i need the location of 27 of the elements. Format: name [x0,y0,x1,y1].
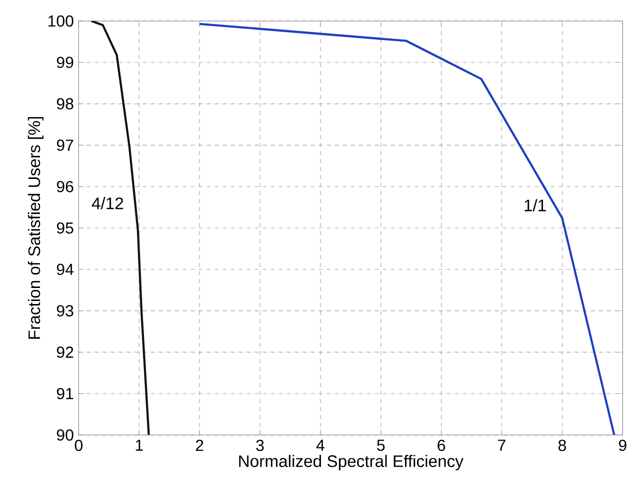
x-tick-label: 9 [618,440,626,452]
x-axis-title: Normalized Spectral Efficiency [239,454,464,470]
x-tick-label: 6 [438,440,446,452]
x-tick-label: 0 [74,440,83,452]
series-label: 1/1 [524,199,546,212]
line-series [90,21,150,435]
x-tick-label: 2 [196,440,204,451]
y-tick-label: 93 [56,305,74,316]
x-tick-label: 1 [136,440,143,451]
y-axis-title: Fraction of Satisfied Users [%] [28,117,44,339]
x-tick-label: 5 [377,440,385,451]
y-tick-label: 97 [56,140,74,151]
y-tick-label: 98 [56,98,74,110]
x-tick-label: 8 [558,440,566,452]
y-tick-label: 94 [56,264,74,276]
series-label: 4/12 [92,197,124,210]
y-tick-label: 91 [56,388,74,400]
y-tick-label: 99 [56,56,74,68]
y-tick-label: 90 [56,429,74,441]
y-tick-label: 92 [56,346,74,358]
y-tick-label: 100 [48,15,74,27]
x-tick-label: 7 [498,440,506,451]
x-tick-label: 4 [316,440,324,451]
line-series [198,22,616,435]
y-tick-label: 96 [56,180,74,192]
x-tick-label: 3 [256,440,264,452]
y-tick-label: 95 [56,222,74,234]
